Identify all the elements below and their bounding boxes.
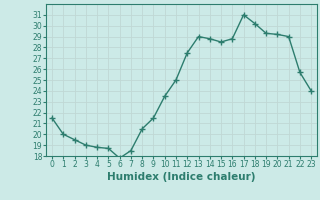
- X-axis label: Humidex (Indice chaleur): Humidex (Indice chaleur): [107, 172, 256, 182]
